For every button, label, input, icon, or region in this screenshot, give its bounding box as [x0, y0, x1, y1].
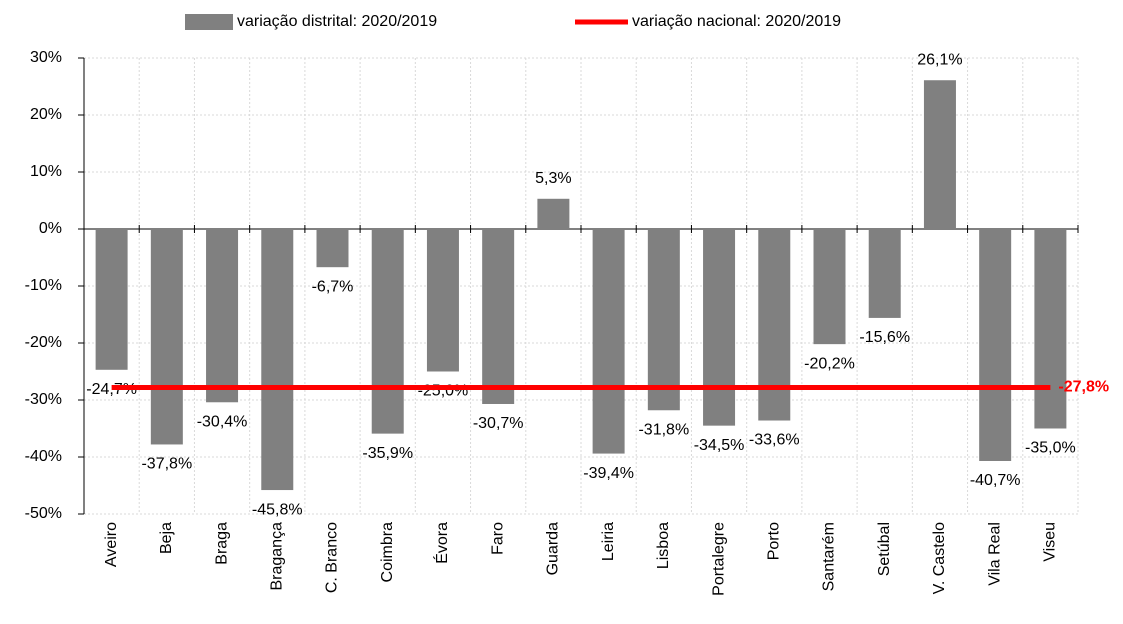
- legend-swatch: [185, 14, 233, 30]
- bar: [482, 229, 515, 404]
- x-tick-label: Évora: [432, 522, 451, 564]
- legend-label: variação distrital: 2020/2019: [237, 13, 437, 30]
- bar: [647, 229, 680, 411]
- bar: [703, 229, 736, 426]
- bar: [150, 229, 183, 445]
- data-label: -31,8%: [638, 421, 689, 438]
- x-tick-label: Viseu: [1042, 522, 1059, 562]
- x-tick-label: Braga: [213, 522, 230, 565]
- bar: [316, 229, 349, 268]
- x-tick-label: Bragança: [268, 522, 285, 591]
- data-label: -30,4%: [197, 413, 248, 430]
- x-tick-label: Aveiro: [103, 522, 120, 567]
- y-tick-label: 30%: [30, 49, 62, 66]
- y-tick-label: 0%: [39, 220, 62, 237]
- x-tick-label: Beja: [158, 522, 175, 554]
- x-tick-label: Porto: [765, 522, 782, 560]
- bar: [979, 229, 1012, 461]
- data-label: -20,2%: [804, 355, 855, 372]
- data-label: 26,1%: [917, 51, 962, 68]
- bar: [923, 80, 956, 229]
- data-label: -40,7%: [970, 472, 1021, 489]
- bar: [1034, 229, 1067, 429]
- bar: [813, 229, 846, 345]
- y-tick-label: 20%: [30, 106, 62, 123]
- bar: [261, 229, 294, 491]
- data-label: -39,4%: [583, 465, 634, 482]
- data-label: -6,7%: [312, 278, 354, 295]
- data-label: -35,0%: [1025, 440, 1076, 457]
- y-tick-label: 10%: [30, 163, 62, 180]
- x-tick-label: Coimbra: [379, 522, 396, 583]
- bar: [206, 229, 239, 403]
- bar: [868, 229, 901, 318]
- bar: [426, 229, 459, 372]
- x-tick-label: Vila Real: [986, 522, 1003, 586]
- legend-label: variação nacional: 2020/2019: [632, 13, 841, 30]
- y-tick-label: -50%: [25, 505, 62, 522]
- data-label: -35,9%: [362, 445, 413, 462]
- data-label: -30,7%: [473, 415, 524, 432]
- bar: [371, 229, 404, 434]
- data-label: -45,8%: [252, 501, 303, 518]
- x-tick-label: Lisboa: [655, 522, 672, 569]
- data-label: -27,8%: [1058, 379, 1109, 396]
- x-tick-label: Portalegre: [710, 522, 727, 596]
- x-tick-label: Setúbal: [876, 522, 893, 576]
- x-tick-label: Faro: [489, 522, 506, 555]
- x-tick-label: Guarda: [545, 522, 562, 575]
- x-tick-label: C. Branco: [324, 522, 341, 593]
- bar: [537, 198, 570, 229]
- data-label: -15,6%: [859, 329, 910, 346]
- x-tick-label: Leiria: [600, 522, 617, 561]
- y-tick-label: -40%: [25, 448, 62, 465]
- bar: [758, 229, 791, 421]
- x-tick-label: Santarém: [821, 522, 838, 591]
- data-label: -37,8%: [141, 456, 192, 473]
- bar: [95, 229, 128, 370]
- y-tick-label: -10%: [25, 277, 62, 294]
- y-tick-label: -30%: [25, 391, 62, 408]
- data-label: 5,3%: [535, 170, 571, 187]
- data-label: -34,5%: [694, 437, 745, 454]
- data-label: -33,6%: [749, 432, 800, 449]
- bar: [592, 229, 625, 454]
- y-tick-label: -20%: [25, 334, 62, 351]
- x-tick-label: V. Castelo: [931, 522, 948, 594]
